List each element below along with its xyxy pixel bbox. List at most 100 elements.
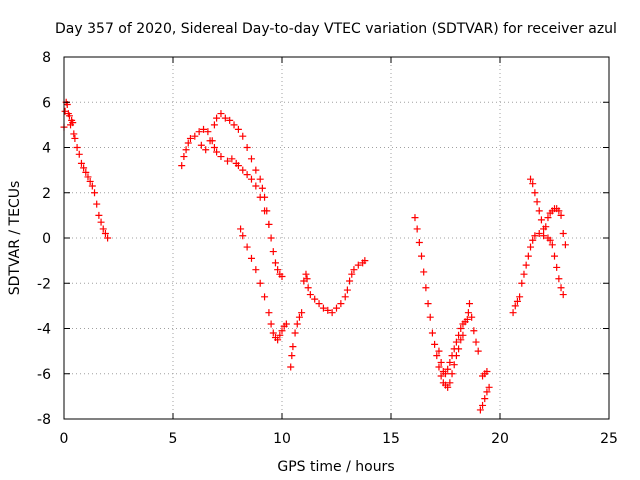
data-point [267, 234, 275, 242]
data-point [437, 358, 445, 366]
series-arc-11 [527, 175, 569, 249]
data-point [221, 114, 229, 122]
data-point [354, 261, 362, 269]
data-point [479, 401, 487, 409]
data-point [256, 175, 264, 183]
data-point [535, 207, 543, 215]
data-point [178, 162, 186, 170]
data-point [247, 155, 255, 163]
data-point [485, 383, 493, 391]
data-point [553, 263, 561, 271]
data-point [457, 336, 465, 344]
data-point [234, 162, 242, 170]
data-point [422, 284, 430, 292]
data-point [239, 166, 247, 174]
data-point [276, 331, 284, 339]
data-point [426, 313, 434, 321]
data-point [524, 252, 532, 260]
series-arc-1 [60, 98, 112, 242]
data-point [287, 363, 295, 371]
data-point [463, 315, 471, 323]
data-point [306, 291, 314, 299]
data-point [184, 139, 192, 147]
data-point [191, 132, 199, 140]
data-point [71, 134, 79, 142]
data-point [476, 406, 484, 414]
data-point [256, 279, 264, 287]
data-point [210, 121, 218, 129]
data-point [457, 325, 465, 332]
data-point [237, 225, 245, 233]
data-point [206, 137, 214, 145]
data-point [518, 279, 526, 287]
data-point [86, 177, 94, 185]
data-point [213, 114, 221, 122]
data-point [224, 157, 231, 165]
x-tick-label: 25 [600, 431, 618, 447]
data-point [204, 128, 212, 136]
data-point [413, 225, 421, 233]
data-point [182, 146, 190, 154]
data-point [535, 229, 543, 237]
data-point [73, 144, 81, 151]
data-point [424, 300, 432, 308]
x-axis-label: GPS time / hours [277, 459, 394, 475]
data-point [328, 309, 336, 317]
data-point [291, 329, 299, 337]
data-point [509, 309, 517, 317]
data-point [230, 121, 238, 129]
data-point [555, 207, 563, 215]
data-point [437, 372, 445, 380]
x-tick-label: 15 [382, 431, 400, 447]
data-point [319, 304, 327, 312]
data-point [288, 352, 296, 360]
data-point [99, 225, 107, 233]
data-point [82, 168, 90, 176]
y-tick-label: -2 [37, 276, 51, 292]
data-point [529, 180, 537, 188]
data-point [450, 345, 458, 353]
data-point [261, 293, 269, 301]
data-point [361, 257, 369, 265]
y-tick-label: -8 [37, 412, 51, 428]
data-point [442, 370, 449, 378]
data-point [431, 340, 439, 348]
y-tick-label: 2 [42, 186, 51, 202]
data-point [282, 320, 290, 328]
data-point [311, 295, 319, 303]
data-point [269, 248, 277, 256]
series-arc-3 [197, 110, 273, 228]
data-point [333, 304, 340, 312]
data-point [228, 155, 236, 163]
data-point [263, 207, 271, 215]
data-point [455, 331, 463, 339]
series-arc-9 [476, 367, 493, 414]
grid-lines [64, 57, 609, 419]
data-point [77, 159, 85, 167]
data-point [472, 338, 480, 346]
data-point [213, 148, 221, 156]
data-point [474, 347, 482, 355]
x-tick-label: 10 [273, 431, 291, 447]
data-point [202, 146, 210, 154]
data-point [303, 275, 311, 283]
data-point [557, 284, 565, 292]
data-point [516, 293, 524, 301]
series-arc-8 [435, 300, 482, 378]
data-point [97, 218, 105, 226]
data-point [70, 130, 78, 138]
data-point [84, 173, 92, 181]
y-tick-label: -4 [37, 322, 51, 338]
data-point [304, 284, 312, 292]
data-point [289, 343, 297, 351]
data-point [548, 241, 556, 249]
x-tick-label: 0 [60, 431, 69, 447]
data-point [195, 128, 203, 136]
data-point [348, 270, 356, 278]
data-point [274, 336, 282, 344]
data-point [341, 293, 349, 301]
data-point [278, 327, 286, 335]
y-tick-labels: -8 -6 -4 -2 0 2 4 6 8 [37, 50, 51, 428]
data-point [464, 309, 472, 317]
